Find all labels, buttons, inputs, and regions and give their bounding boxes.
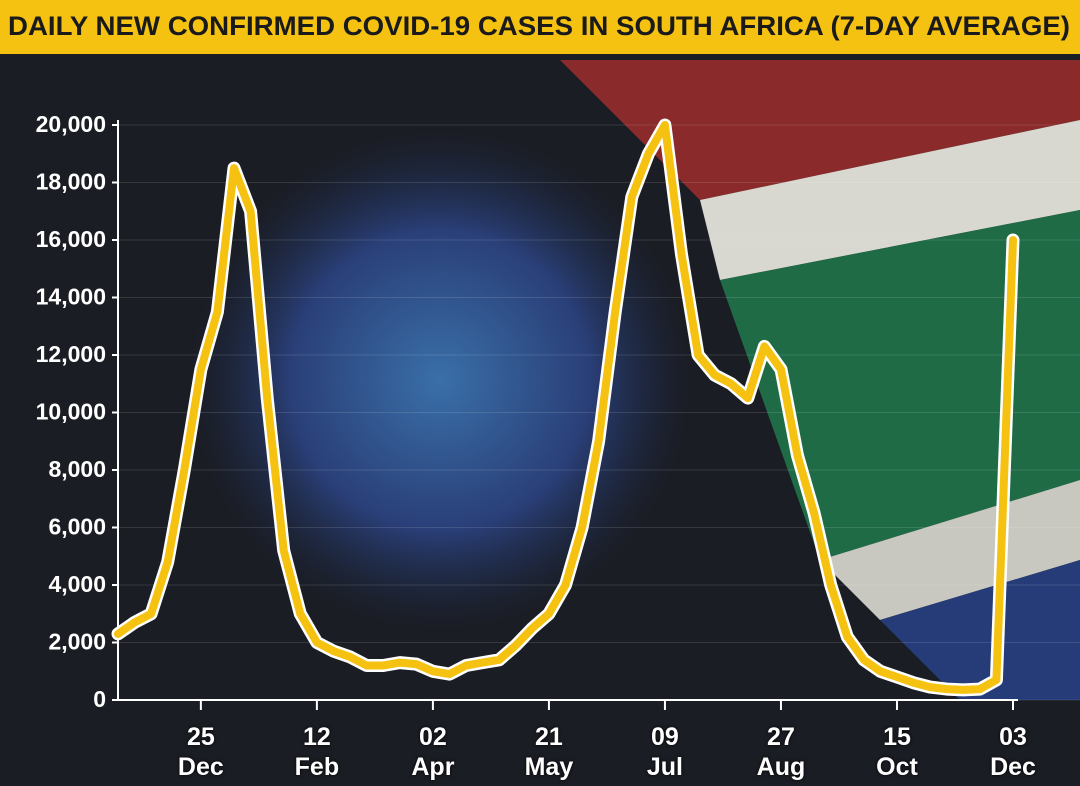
y-tick-label: 18,000: [36, 169, 106, 195]
y-tick-label: 14,000: [36, 284, 106, 310]
x-tick-label: 27 Aug: [756, 723, 806, 781]
line: [114, 121, 1017, 694]
y-tick-label: 10,000: [36, 399, 106, 425]
title-bar: [0, 0, 1080, 54]
y-tick-label: 0: [93, 686, 106, 712]
flag-red: [560, 60, 1080, 200]
y-tick-label: 20,000: [36, 111, 106, 137]
x-tick-label: 12 Feb: [294, 723, 340, 781]
virus-image: [190, 130, 690, 630]
y-tick-label: 16,000: [36, 226, 106, 252]
y-tick-label: 4,000: [48, 571, 106, 597]
x-tick-label: 21 May: [524, 723, 574, 781]
flag-white-2: [820, 480, 1080, 620]
x-tick-label: 02 Apr: [411, 723, 455, 781]
x-tick-label: 25 Dec: [177, 723, 224, 781]
y-tick-label: 12,000: [36, 341, 106, 367]
flag-blue: [880, 560, 1080, 700]
y-tick-label: 8,000: [48, 456, 106, 482]
x-tick-label: 15 Oct: [876, 723, 918, 781]
x-tick-label: 03 Dec: [990, 723, 1036, 781]
y-tick-label: 6,000: [48, 514, 106, 540]
x-tick-label: 09 Jul: [646, 723, 683, 781]
chart-title: DAILY NEW CONFIRMED COVID-19 CASES IN SO…: [8, 11, 1070, 41]
flag-white: [700, 120, 1080, 280]
flag-green: [720, 210, 1080, 560]
y-tick-label: 2,000: [48, 629, 106, 655]
